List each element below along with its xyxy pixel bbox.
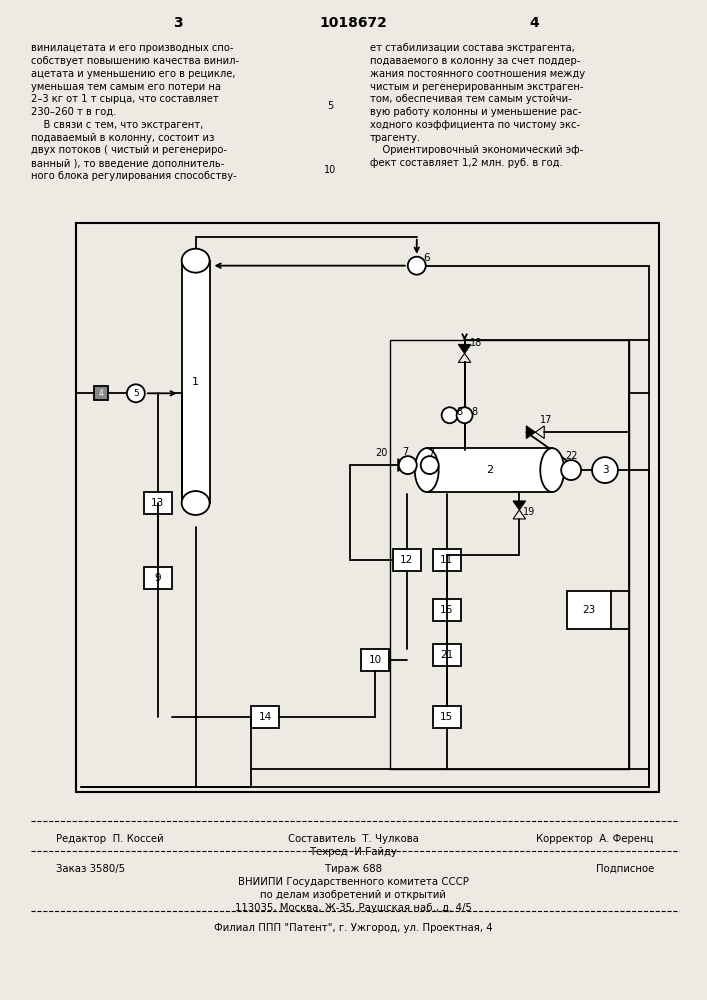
Circle shape <box>592 457 618 483</box>
Text: 7: 7 <box>428 448 435 458</box>
Text: 6: 6 <box>423 253 430 263</box>
Bar <box>433 549 460 571</box>
Text: 22: 22 <box>565 451 578 461</box>
Text: 11: 11 <box>440 555 453 565</box>
Text: 21: 21 <box>440 650 453 660</box>
Ellipse shape <box>415 448 438 492</box>
Text: 16: 16 <box>440 605 453 615</box>
Polygon shape <box>458 344 471 353</box>
Text: трагенту.: трагенту. <box>370 133 421 143</box>
Ellipse shape <box>182 491 209 515</box>
Text: Филиал ППП "Патент", г. Ужгород, ул. Проектная, 4: Филиал ППП "Патент", г. Ужгород, ул. Про… <box>214 923 492 933</box>
Text: собствует повышению качества винил-: собствует повышению качества винил- <box>31 56 240 66</box>
Bar <box>566 591 612 629</box>
Text: В связи с тем, что экстрагент,: В связи с тем, что экстрагент, <box>31 120 204 130</box>
Text: ацетата и уменьшению его в рецикле,: ацетата и уменьшению его в рецикле, <box>31 69 235 79</box>
Text: Подписное: Подписное <box>595 864 654 874</box>
Text: 4: 4 <box>530 16 539 30</box>
Text: 23: 23 <box>583 605 596 615</box>
Text: чистым и регенерированным экстраген-: чистым и регенерированным экстраген- <box>370 82 583 92</box>
Text: ванный ), то введение дополнитель-: ванный ), то введение дополнитель- <box>31 158 225 168</box>
Text: 3: 3 <box>173 16 182 30</box>
Text: 10: 10 <box>324 165 337 175</box>
Text: 10: 10 <box>368 655 382 665</box>
Text: фект составляет 1,2 млн. руб. в год.: фект составляет 1,2 млн. руб. в год. <box>370 158 563 168</box>
Text: 1018672: 1018672 <box>319 16 387 30</box>
Text: 17: 17 <box>540 415 552 425</box>
Polygon shape <box>398 459 407 471</box>
Text: подаваемый в колонну, состоит из: подаваемый в колонну, состоит из <box>31 133 215 143</box>
Text: 4: 4 <box>98 389 103 398</box>
Text: 12: 12 <box>400 555 414 565</box>
Text: жания постоянного соотношения между: жания постоянного соотношения между <box>370 69 585 79</box>
Text: 14: 14 <box>259 712 272 722</box>
Circle shape <box>421 456 438 474</box>
Text: по делам изобретений и открытий: по делам изобретений и открытий <box>260 890 446 900</box>
Text: Составитель  Т. Чулкова: Составитель Т. Чулкова <box>288 834 419 844</box>
Text: ходного коэффициента по чистому экс-: ходного коэффициента по чистому экс- <box>370 120 580 130</box>
Text: двух потоков ( чистый и регенериро-: двух потоков ( чистый и регенериро- <box>31 145 227 155</box>
Text: 8: 8 <box>457 407 462 417</box>
Circle shape <box>408 257 426 275</box>
Polygon shape <box>513 501 525 510</box>
Circle shape <box>442 407 457 423</box>
Text: 2: 2 <box>486 465 493 475</box>
Text: Техред  И.Гайду: Техред И.Гайду <box>310 847 397 857</box>
Circle shape <box>127 384 145 402</box>
Text: Ориентировочный экономический эф-: Ориентировочный экономический эф- <box>370 145 583 155</box>
Bar <box>427 448 552 492</box>
Circle shape <box>561 460 581 480</box>
Text: винилацетата и его производных спо-: винилацетата и его производных спо- <box>31 43 234 53</box>
Text: вую работу колонны и уменьшение рас-: вую работу колонны и уменьшение рас- <box>370 107 582 117</box>
Text: 3: 3 <box>602 465 608 475</box>
Text: ет стабилизации состава экстрагента,: ет стабилизации состава экстрагента, <box>370 43 575 53</box>
Bar <box>144 567 172 589</box>
Text: том, обеспечивая тем самым устойчи-: том, обеспечивая тем самым устойчи- <box>370 94 572 104</box>
Text: 9: 9 <box>154 573 161 583</box>
Text: 13: 13 <box>151 498 165 508</box>
Text: 2–3 кг от 1 т сырца, что составляет: 2–3 кг от 1 т сырца, что составляет <box>31 94 219 104</box>
Text: уменьшая тем самым его потери на: уменьшая тем самым его потери на <box>31 82 221 92</box>
Text: 5: 5 <box>327 101 333 111</box>
Bar <box>393 549 421 571</box>
Ellipse shape <box>540 448 564 492</box>
Text: 230–260 т в год.: 230–260 т в год. <box>31 107 117 117</box>
Bar <box>433 644 460 666</box>
Text: 20: 20 <box>375 448 388 458</box>
Text: Тираж 688: Тираж 688 <box>325 864 382 874</box>
Bar <box>433 706 460 728</box>
Circle shape <box>457 407 472 423</box>
Text: Корректор  А. Ференц: Корректор А. Ференц <box>537 834 654 844</box>
Text: ного блока регулирования способству-: ного блока регулирования способству- <box>31 171 237 181</box>
Text: ВНИИПИ Государственного комитета СССР: ВНИИПИ Государственного комитета СССР <box>238 877 469 887</box>
Circle shape <box>399 456 416 474</box>
Text: 8: 8 <box>472 407 478 417</box>
Text: подаваемого в колонну за счет поддер-: подаваемого в колонну за счет поддер- <box>370 56 580 66</box>
Text: 1: 1 <box>192 377 199 387</box>
Bar <box>94 386 108 400</box>
Ellipse shape <box>182 249 209 273</box>
Bar <box>390 340 629 769</box>
Bar <box>361 649 389 671</box>
Bar <box>144 492 172 514</box>
Bar <box>182 261 209 503</box>
Text: 113035, Москва, Ж-35, Раушская наб., д. 4/5: 113035, Москва, Ж-35, Раушская наб., д. … <box>235 903 472 913</box>
Text: 18: 18 <box>470 338 483 348</box>
Text: 15: 15 <box>440 712 453 722</box>
Polygon shape <box>526 426 535 438</box>
Bar <box>252 706 279 728</box>
Bar <box>433 599 460 621</box>
Text: Редактор  П. Коссей: Редактор П. Коссей <box>56 834 164 844</box>
Bar <box>76 223 659 792</box>
Text: 5: 5 <box>133 389 139 398</box>
Text: 19: 19 <box>523 507 535 517</box>
Text: Заказ 3580/5: Заказ 3580/5 <box>56 864 125 874</box>
Text: 7: 7 <box>403 447 409 457</box>
